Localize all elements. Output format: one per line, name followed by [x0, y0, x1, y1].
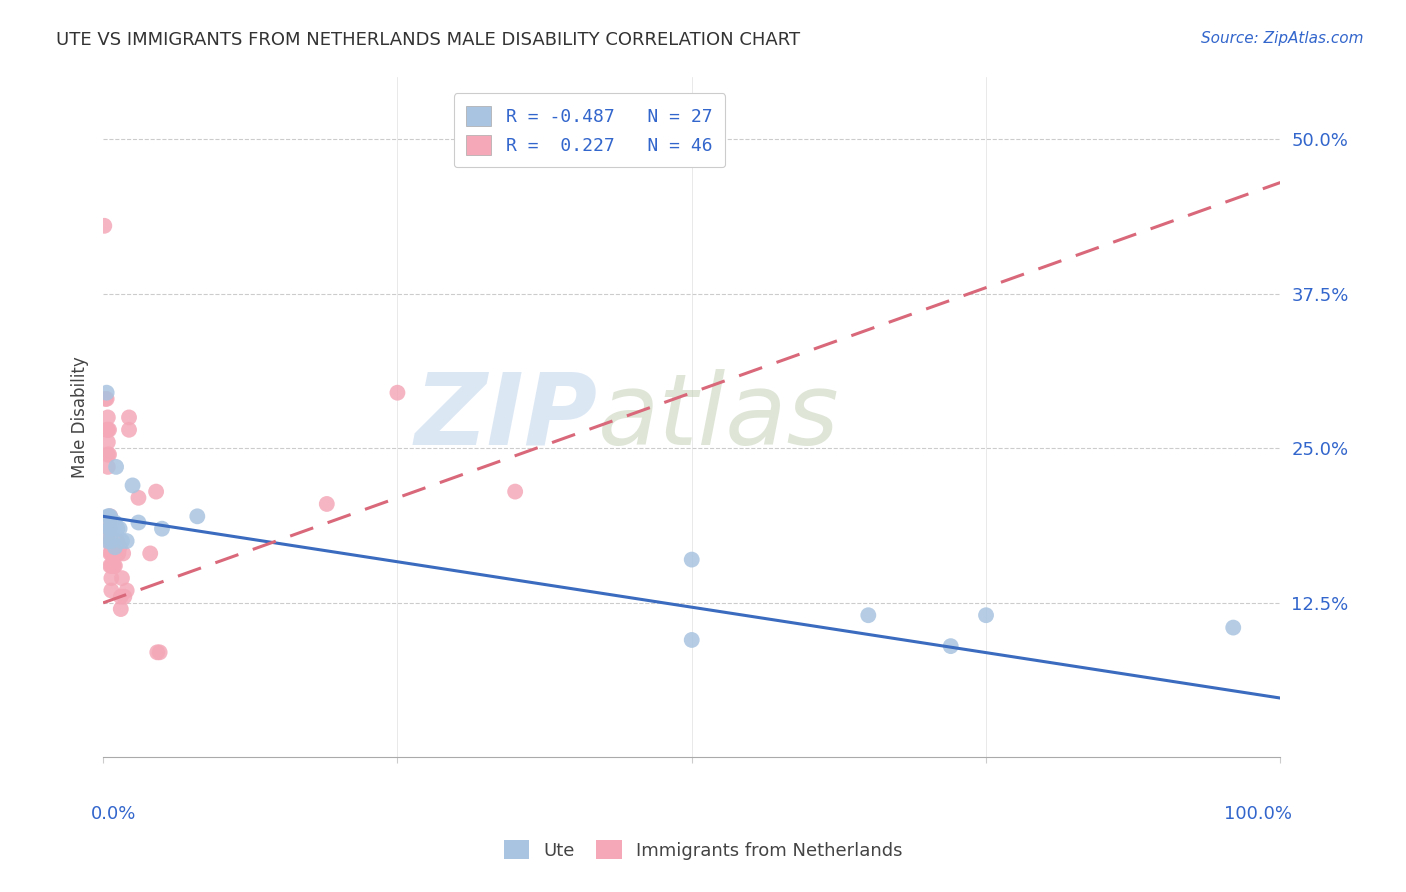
- Point: [97, 534, 120, 549]
- Point: [112, 590, 135, 604]
- Point: [98, 522, 121, 536]
- Point: [98, 522, 121, 536]
- Point: [98, 534, 121, 549]
- Point: [98, 546, 121, 560]
- Point: [111, 571, 134, 585]
- Point: [93, 219, 115, 233]
- Point: [139, 546, 162, 560]
- Point: [98, 516, 121, 530]
- Point: [100, 571, 122, 585]
- Point: [104, 540, 127, 554]
- Point: [681, 632, 703, 647]
- Point: [98, 509, 121, 524]
- Point: [127, 516, 149, 530]
- Point: [96, 392, 118, 406]
- Point: [97, 410, 120, 425]
- Point: [98, 448, 121, 462]
- Point: [97, 509, 120, 524]
- Point: [118, 410, 141, 425]
- Text: UTE VS IMMIGRANTS FROM NETHERLANDS MALE DISABILITY CORRELATION CHART: UTE VS IMMIGRANTS FROM NETHERLANDS MALE …: [56, 31, 800, 49]
- Point: [186, 509, 208, 524]
- Point: [100, 534, 122, 549]
- Legend: R = -0.487   N = 27, R =  0.227   N = 46: R = -0.487 N = 27, R = 0.227 N = 46: [454, 94, 725, 168]
- Point: [105, 459, 128, 474]
- Point: [145, 484, 167, 499]
- Point: [96, 385, 118, 400]
- Text: 0.0%: 0.0%: [91, 805, 136, 823]
- Point: [97, 435, 120, 450]
- Point: [98, 558, 121, 573]
- Point: [387, 385, 409, 400]
- Point: [939, 639, 962, 653]
- Point: [100, 583, 122, 598]
- Point: [98, 528, 121, 542]
- Point: [111, 534, 134, 549]
- Point: [112, 546, 135, 560]
- Text: atlas: atlas: [598, 369, 839, 466]
- Point: [115, 534, 138, 549]
- Point: [98, 509, 121, 524]
- Point: [100, 540, 122, 554]
- Point: [98, 522, 121, 536]
- Point: [107, 546, 129, 560]
- Point: [108, 522, 131, 536]
- Point: [110, 602, 132, 616]
- Point: [115, 583, 138, 598]
- Point: [681, 552, 703, 566]
- Point: [94, 392, 117, 406]
- Point: [315, 497, 337, 511]
- Text: Source: ZipAtlas.com: Source: ZipAtlas.com: [1201, 31, 1364, 46]
- Point: [105, 534, 128, 549]
- Point: [100, 558, 122, 573]
- Point: [108, 540, 131, 554]
- Point: [104, 516, 127, 530]
- Point: [101, 546, 124, 560]
- Point: [121, 478, 143, 492]
- Point: [96, 423, 118, 437]
- Legend: Ute, Immigrants from Netherlands: Ute, Immigrants from Netherlands: [496, 833, 910, 867]
- Y-axis label: Male Disability: Male Disability: [72, 357, 89, 478]
- Point: [127, 491, 149, 505]
- Point: [110, 590, 132, 604]
- Point: [1222, 621, 1244, 635]
- Point: [97, 448, 120, 462]
- Point: [97, 423, 120, 437]
- Point: [146, 645, 169, 659]
- Point: [974, 608, 997, 623]
- Text: 100.0%: 100.0%: [1225, 805, 1292, 823]
- Text: ZIP: ZIP: [415, 369, 598, 466]
- Point: [98, 423, 121, 437]
- Point: [118, 423, 141, 437]
- Point: [104, 558, 127, 573]
- Point: [101, 522, 124, 536]
- Point: [98, 509, 121, 524]
- Point: [97, 459, 120, 474]
- Point: [150, 522, 173, 536]
- Point: [149, 645, 172, 659]
- Point: [101, 558, 124, 573]
- Point: [100, 546, 122, 560]
- Point: [503, 484, 526, 499]
- Point: [103, 558, 125, 573]
- Point: [105, 522, 128, 536]
- Point: [858, 608, 880, 623]
- Point: [100, 522, 122, 536]
